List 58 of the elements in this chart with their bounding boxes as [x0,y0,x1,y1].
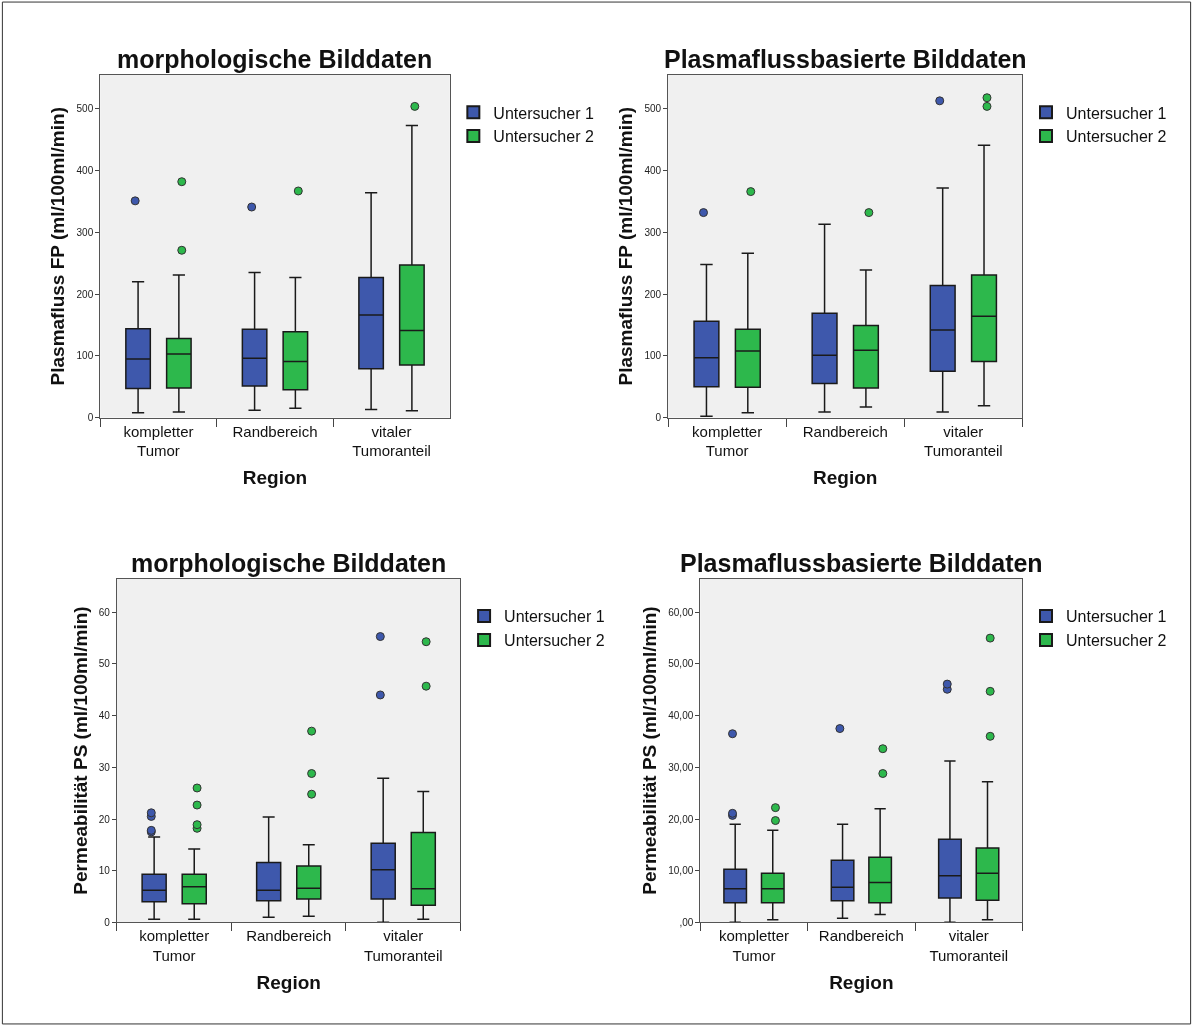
y-tick-label: 60 [98,606,111,618]
y-tick-label: 100 [644,350,662,362]
x-tick-label: vitaler Tumoranteil [929,927,1009,964]
y-tick-label: 400 [644,165,662,177]
legend-label: Untersucher 2 [493,128,594,146]
chart-title: Plasmaflussbasierte Bilddaten [680,549,1043,577]
y-tick-label: 200 [76,288,94,300]
y-tick-label: 50 [98,658,111,670]
y-tick-label: 500 [76,103,94,115]
legend-label: Untersucher 1 [493,104,594,122]
y-tick-label: 100 [76,350,94,362]
y-axis-title: Permeabilität PS (ml/100ml/min) [69,606,91,895]
x-tick-label: kompletter Tumor [123,422,194,460]
y-tick-label: 0 [104,916,111,928]
chart-title: morphologische Bilddaten [117,45,433,73]
y-tick-label: 200 [644,288,662,300]
y-tick-label: 300 [76,226,94,238]
chart-title: Plasmaflussbasierte Bilddaten [664,45,1027,73]
x-tick-label: vitaler Tumoranteil [352,422,431,460]
y-tick-label: 10,00 [668,865,694,877]
x-tick-label: Randbereich [802,422,888,440]
x-axis-title: Region [829,971,894,993]
legend-label: Untersucher 2 [1065,128,1167,146]
y-axis-title: Plasmafluss FP (ml/100ml/min) [615,107,637,386]
y-tick-label: 500 [644,103,662,115]
x-tick-label: vitaler Tumoranteil [363,927,443,964]
y-tick-label: 50,00 [668,658,694,670]
y-axis-title: Plasmafluss FP (ml/100ml/min) [47,107,69,386]
y-tick-label: 30 [98,761,111,773]
x-axis-title: Region [256,971,321,993]
x-axis-title: Region [242,466,308,488]
legend-label: Untersucher 2 [504,632,605,650]
y-axis-title: Permeabilität PS (ml/100ml/min) [639,606,661,895]
y-tick-label: 40 [98,710,111,722]
y-tick-label: 30,00 [668,761,694,773]
y-tick-label: ,00 [679,916,694,928]
y-tick-label: 20,00 [668,813,694,825]
x-tick-label: Randbereich [246,927,332,945]
y-tick-label: 60,00 [668,606,694,618]
y-tick-label: 0 [655,412,662,424]
x-tick-label: Randbereich [232,422,318,440]
x-axis-title: Region [813,466,878,488]
x-tick-label: kompletter Tumor [692,422,763,460]
x-tick-label: Randbereich [818,927,904,945]
x-tick-label: vitaler Tumoranteil [924,422,1003,460]
legend-label: Untersucher 1 [1065,104,1167,122]
x-tick-label: kompletter Tumor [139,927,210,964]
legend-label: Untersucher 2 [1065,632,1167,650]
y-tick-label: 40,00 [668,710,694,722]
y-tick-label: 300 [644,226,662,238]
x-tick-label: kompletter Tumor [718,927,789,964]
y-tick-label: 10 [98,865,111,877]
chart-title: morphologische Bilddaten [131,549,447,577]
y-tick-label: 20 [98,813,111,825]
y-tick-label: 400 [76,165,94,177]
legend-label: Untersucher 1 [1065,608,1167,626]
legend-label: Untersucher 1 [504,608,605,626]
y-tick-label: 0 [87,412,94,424]
